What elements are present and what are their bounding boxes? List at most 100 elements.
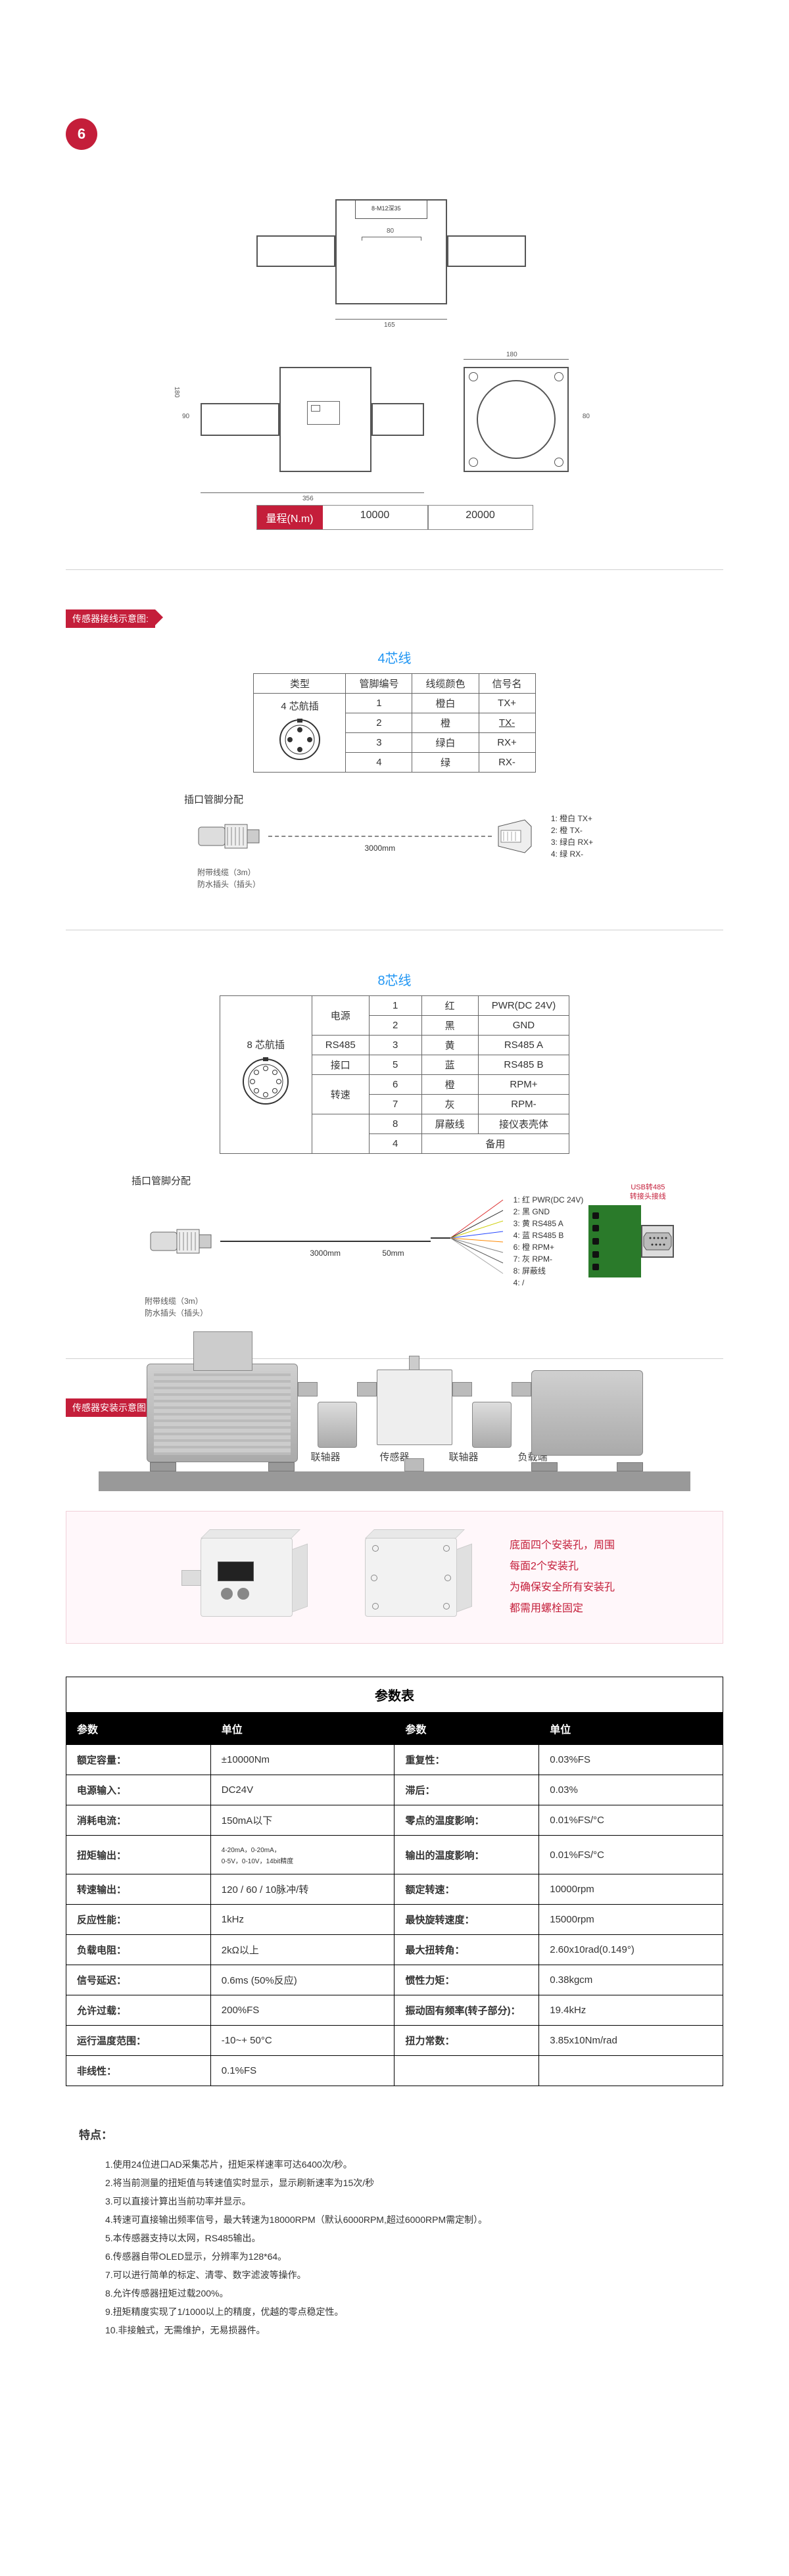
param-cell: 150mA以下 (210, 1805, 394, 1836)
cell: 橙 (412, 713, 479, 733)
feature-item: 9.扭矩精度实现了1/1000以上的精度，优越的零点稳定性。 (105, 2302, 710, 2321)
param-cell: 10000rpm (539, 1874, 723, 1905)
cell: 7 (369, 1095, 421, 1114)
cell: 3 (346, 733, 412, 753)
w4-len: 3000mm (364, 844, 395, 853)
th: 参数 (394, 1713, 539, 1745)
w4-h3: 信号名 (479, 674, 535, 694)
param-cell (394, 2056, 539, 2086)
feature-item: 7.可以进行简单的标定、清零、数字滤波等操作。 (105, 2266, 710, 2284)
th: 单位 (539, 1713, 723, 1745)
param-cell: 允许过载： (66, 1995, 211, 2026)
cell: 8 (369, 1114, 421, 1134)
param-cell: 0.1%FS (210, 2056, 394, 2086)
usb-l1: USB转485 (615, 1183, 681, 1192)
range-v2: 20000 (428, 505, 533, 530)
dim-356: 356 (302, 495, 314, 502)
cell: 4 (346, 753, 412, 773)
param-cell: 信号延迟： (66, 1965, 211, 1995)
th: 参数 (66, 1713, 211, 1745)
legend-row: 3: 黄 RS485 A (514, 1218, 584, 1229)
dim-label-top: 8-M12深35 (371, 204, 401, 212)
badge-number: 6 (66, 118, 97, 150)
param-table: 参数 单位 参数 单位 额定容量：±10000Nm重复性：0.03%FS电源输入… (66, 1712, 723, 2086)
feature-item: 3.可以直接计算出当前功率并显示。 (105, 2192, 710, 2210)
features-title: 特点： (79, 2126, 710, 2142)
plug-icon (196, 818, 268, 855)
param-cell: -10~+ 50°C (210, 2026, 394, 2056)
param-cell: 0.03% (539, 1775, 723, 1805)
cell: RS485 B (478, 1055, 569, 1075)
cell: 灰 (421, 1095, 478, 1114)
legend-row: 8: 屏蔽线 (514, 1265, 584, 1277)
param-cell: 200%FS (210, 1995, 394, 2026)
param-cell: 0.38kgcm (539, 1965, 723, 1995)
plug-icon (148, 1223, 220, 1260)
param-cell: 振动固有频率(转子部分)： (394, 1995, 539, 2026)
w8-legend: 1: 红 PWR(DC 24V) 2: 黑 GND 3: 黄 RS485 A 4… (514, 1194, 584, 1289)
cell: RS485 (312, 1036, 369, 1055)
range-label: 量程(N.m) (256, 505, 323, 530)
rj-plug-icon (492, 813, 544, 859)
cell: 蓝 (421, 1055, 478, 1075)
cell: 2 (369, 1016, 421, 1036)
cell: RX+ (479, 733, 535, 753)
cell: TX+ (479, 694, 535, 713)
cell: 绿 (412, 753, 479, 773)
coupling-icon (318, 1402, 357, 1448)
coupling-icon (472, 1402, 512, 1448)
cell: RPM+ (478, 1075, 569, 1095)
usb-l2: 转接头接线 (615, 1192, 681, 1201)
cell: 4 (369, 1134, 421, 1154)
dim-180h: 180 (173, 387, 180, 398)
cell: 黄 (421, 1036, 478, 1055)
param-cell: 非线性： (66, 2056, 211, 2086)
param-cell: 惯性力矩： (394, 1965, 539, 1995)
legend-row: 4: / (514, 1277, 584, 1289)
wire8-table: 8 芯航插 电源 1红PWR(DC 24V) 2黑GND (220, 995, 569, 1154)
dim-90: 90 (182, 413, 189, 420)
param-cell: 运行温度范围： (66, 2026, 211, 2056)
feature-item: 6.传感器自带OLED显示，分辨率为128*64。 (105, 2247, 710, 2266)
param-cell: 零点的温度影响： (394, 1805, 539, 1836)
legend-row: 3: 绿白 RX+ (551, 836, 593, 848)
param-cell: 最大扭转角： (394, 1935, 539, 1965)
w8-note2: 防水插头（插头） (145, 1307, 723, 1319)
fanout-icon (431, 1192, 516, 1284)
param-cell: 负载电阻： (66, 1935, 211, 1965)
cell: RPM- (478, 1095, 569, 1114)
dim-180e: 180 (506, 351, 517, 358)
wire4-table: 类型 管脚编号 线缆颜色 信号名 4 芯航插 1橙白TX+ 2橙TX- (253, 673, 535, 773)
section-wiring-label: 传感器接线示意图: (66, 609, 155, 628)
motor-icon (147, 1364, 298, 1462)
cell: 1 (369, 996, 421, 1016)
legend-row: 4: 绿 RX- (551, 848, 593, 860)
w4-note1: 附带线缆（3m） (197, 867, 723, 878)
legend-row: 4: 蓝 RS485 B (514, 1229, 584, 1241)
install-note-text: 底面四个安装孔，周围 每面2个安装孔 为确保安全所有安装孔 都需用螺栓固定 (510, 1535, 615, 1619)
cell: 5 (369, 1055, 421, 1075)
wire4-diagram: 3000mm 1: 橙白 TX+ 2: 橙 TX- 3: 绿白 RX+ 4: 绿… (66, 813, 723, 860)
param-cell: 转速输出： (66, 1874, 211, 1905)
param-cell: DC24V (210, 1775, 394, 1805)
wire8-title: 8芯线 (66, 970, 723, 989)
technical-drawing-side: 8-M12深35 80 165 (66, 163, 723, 334)
w4-type: 4 芯航插 (281, 701, 319, 712)
range-v1: 10000 (323, 505, 428, 530)
feature-item: 4.转速可直接输出频率信号，最大转速为18000RPM（默认6000RPM,超过… (105, 2210, 710, 2229)
iso-sensor-back (365, 1538, 457, 1617)
param-cell: 反应性能： (66, 1905, 211, 1935)
cell: RX- (479, 753, 535, 773)
feature-item: 8.允许传感器扭矩过载200%。 (105, 2284, 710, 2302)
w8-type-cell: 8 芯航插 (220, 996, 312, 1154)
param-cell: 0.03%FS (539, 1745, 723, 1775)
legend-row: 6: 橙 RPM+ (514, 1241, 584, 1253)
cell: 备用 (421, 1134, 569, 1154)
cell: 橙白 (412, 694, 479, 713)
w4-h0: 类型 (254, 674, 346, 694)
connector-4pin-icon (277, 717, 323, 763)
wire4-title: 4芯线 (66, 648, 723, 667)
legend-row: 7: 灰 RPM- (514, 1253, 584, 1265)
load-icon (531, 1370, 643, 1456)
cell: 3 (369, 1036, 421, 1055)
